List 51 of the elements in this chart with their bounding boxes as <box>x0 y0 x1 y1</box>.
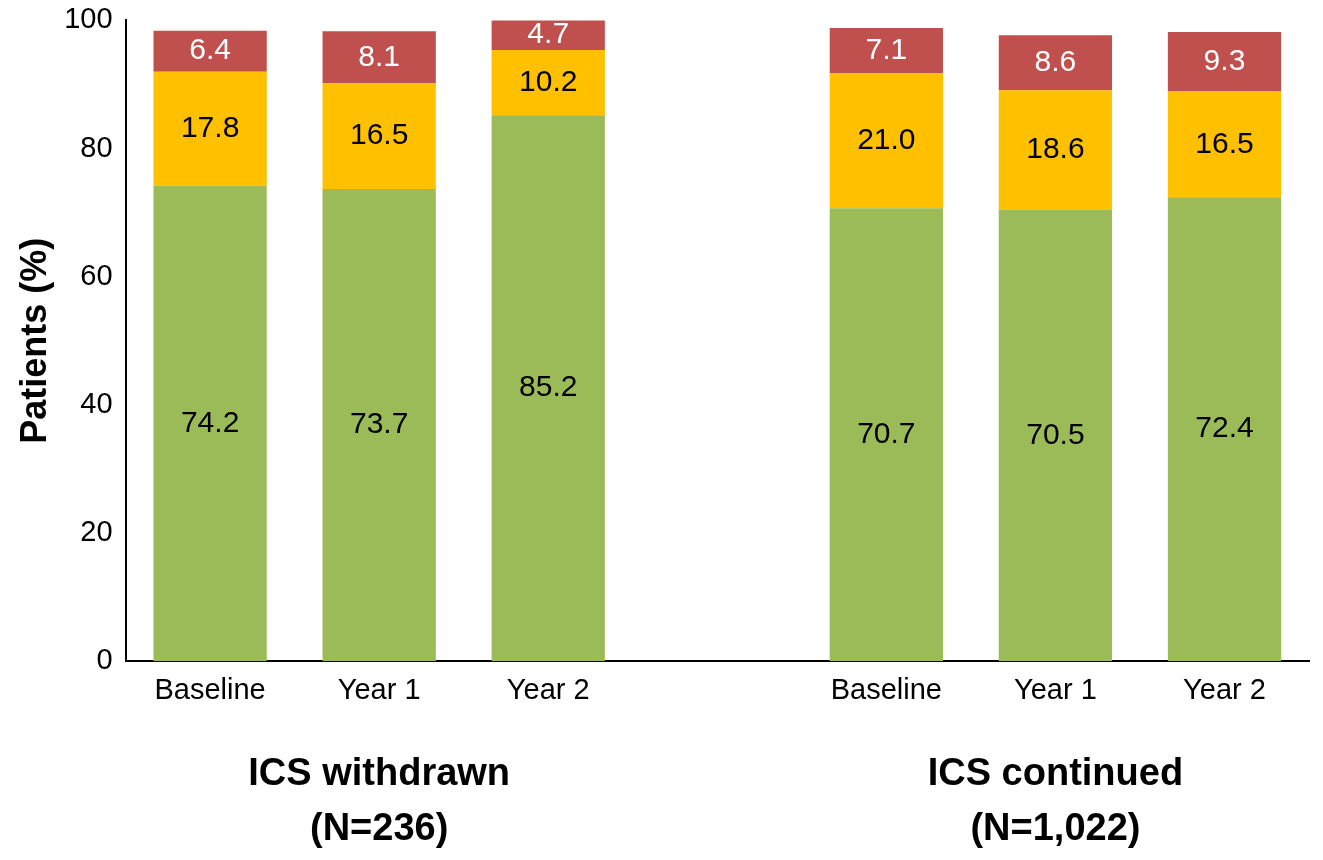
x-tick-label: Baseline <box>154 672 266 705</box>
data-label: 72.4 <box>1195 410 1254 444</box>
data-label: 4.7 <box>527 16 570 50</box>
bar <box>829 208 943 662</box>
text: ICS continued (N=1,022) <box>927 751 1184 849</box>
bar <box>322 83 436 189</box>
bar <box>491 49 605 116</box>
bar <box>153 30 267 72</box>
bar <box>1167 91 1282 198</box>
bar <box>1167 197 1282 662</box>
y-tick-label: 40 <box>80 386 113 419</box>
bar <box>1167 31 1282 92</box>
bar <box>829 73 943 209</box>
y-tick-label: 100 <box>64 2 113 35</box>
data-label: 8.6 <box>1034 43 1077 77</box>
bar <box>153 185 267 662</box>
bar <box>322 188 436 662</box>
data-label: 8.1 <box>358 38 401 72</box>
x-tick-label: Baseline <box>830 672 942 705</box>
data-label: 16.5 <box>349 117 409 151</box>
data-label: 70.5 <box>1026 416 1085 450</box>
x-tick-label: Year 2 <box>1183 672 1266 705</box>
bar <box>322 31 436 84</box>
x-tick-label: Year 1 <box>1014 672 1097 705</box>
bar <box>998 209 1113 662</box>
data-label: 7.1 <box>865 32 908 66</box>
data-label: 70.7 <box>857 415 916 449</box>
data-label: 21.0 <box>857 122 916 156</box>
data-label: 17.8 <box>180 109 240 143</box>
data-label: 74.2 <box>180 404 240 438</box>
data-label: 10.2 <box>519 63 578 97</box>
data-label: 85.2 <box>519 369 578 403</box>
bar <box>998 90 1113 210</box>
data-label: 16.5 <box>1195 125 1254 159</box>
y-tick-label: 0 <box>96 643 113 676</box>
x-tick-label: Year 1 <box>337 672 421 705</box>
y-axis-title: Patients (%) <box>12 237 54 444</box>
bar <box>491 115 605 662</box>
bar <box>829 28 943 74</box>
x-tick-label: Year 2 <box>506 672 590 705</box>
bar <box>998 35 1113 91</box>
bar <box>491 20 605 50</box>
y-tick-label: 60 <box>80 258 113 291</box>
y-tick-label: 20 <box>80 515 113 548</box>
data-label: 73.7 <box>349 406 409 440</box>
data-label: 6.4 <box>189 32 231 66</box>
data-label: 18.6 <box>1026 131 1085 165</box>
y-tick-label: 80 <box>80 130 113 163</box>
text: ICS withdrawn (N=236) <box>248 751 511 849</box>
bar <box>153 71 267 186</box>
data-label: 9.3 <box>1203 43 1246 76</box>
